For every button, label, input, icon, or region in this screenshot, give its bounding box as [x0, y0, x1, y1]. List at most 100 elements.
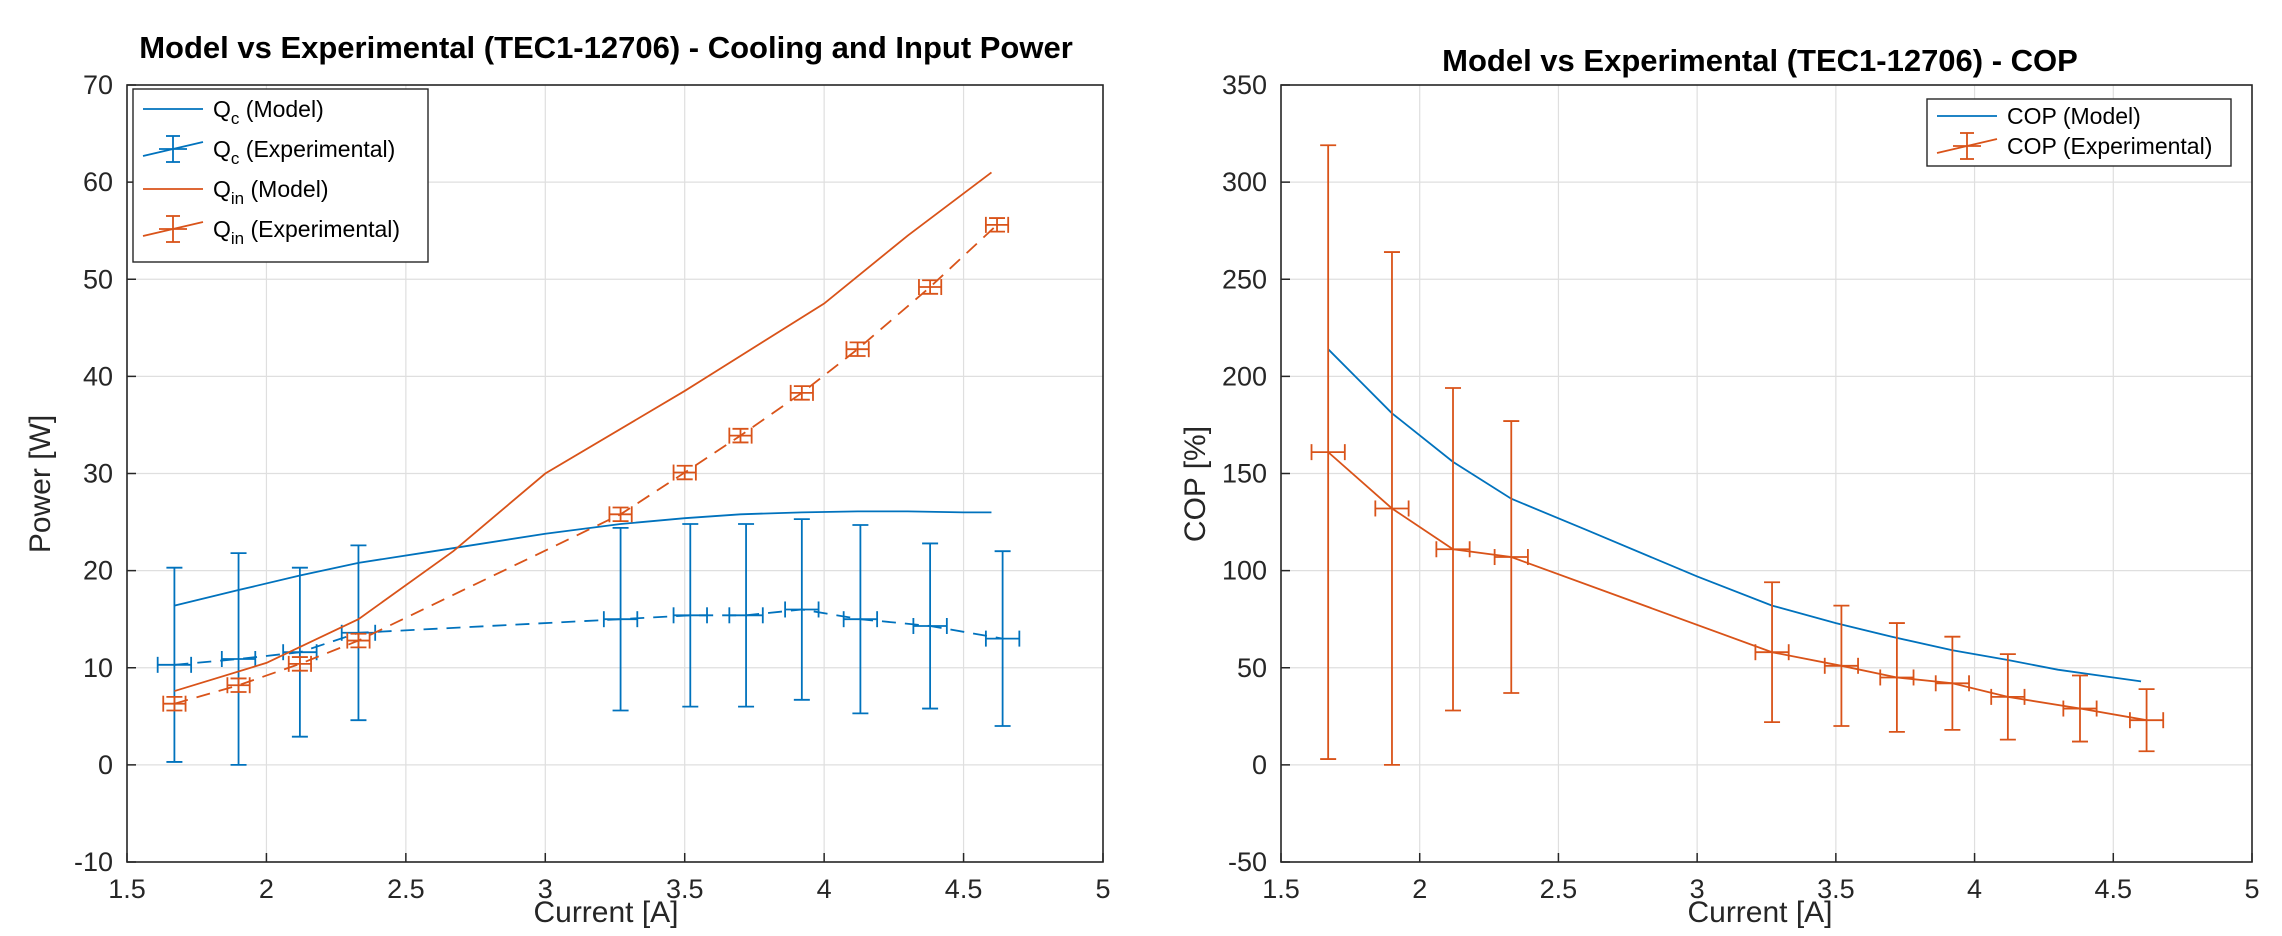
power-series-1-line [174, 608, 1003, 666]
legend-entry-suffix: (Experimental) [244, 216, 400, 242]
power-series-3-errorbar [918, 279, 943, 296]
power-legend-box [132, 88, 429, 263]
power-series-2-line [174, 171, 992, 692]
legend-entry-name: Q [213, 136, 231, 162]
power-xtick-label: 3 [538, 874, 553, 904]
power-xtick-label: 4 [817, 874, 832, 904]
cop-chart-ylabel: COP [%] [1179, 426, 1212, 542]
power-legend-entry: Qc (Model) [213, 96, 324, 128]
legend-entry-suffix: (Model) [2056, 103, 2140, 129]
power-chart-title: Model vs Experimental (TEC1-12706) - Coo… [139, 30, 1073, 65]
legend-entry-subscript: in [231, 229, 244, 248]
power-series-3-errorbar [226, 677, 251, 694]
cop-xtick-label: 3.5 [1817, 874, 1855, 904]
legend-entry-name: COP [2007, 103, 2057, 129]
power-series-3-errorbar [346, 632, 371, 649]
power-series-3-errorbar [728, 427, 753, 444]
power-chart-ylabel: Power [W] [24, 415, 57, 553]
power-series-1-errorbar [220, 552, 257, 766]
power-xtick-label: 2 [259, 874, 274, 904]
power-series-1-errorbar [156, 566, 193, 763]
cop-ytick-label: 250 [1222, 264, 1267, 294]
legend-entry-name: COP [2007, 133, 2057, 159]
cop-chart-xlabel: Current [A] [1687, 896, 1832, 929]
cop-ytick-label: 50 [1237, 653, 1267, 683]
cop-series-1-errorbar [1823, 604, 1859, 727]
power-series-3-errorbar [984, 216, 1010, 233]
power-series-3-errorbar [608, 506, 633, 523]
cop-series-1-errorbar [1435, 387, 1471, 712]
cop-xtick-label: 4 [1967, 874, 1982, 904]
power-series-3-errorbar [672, 464, 697, 481]
cop-ytick-label: 200 [1222, 361, 1267, 391]
power-chart: Model vs Experimental (TEC1-12706) - Coo… [24, 30, 1111, 929]
power-ytick-label: 50 [83, 264, 113, 294]
cop-series-1-errorbar [1879, 622, 1915, 733]
power-xtick-label: 2.5 [387, 874, 425, 904]
cop-ytick-label: -50 [1228, 847, 1267, 877]
power-legend: Qc (Model)Qc (Experimental)Qin (Model)Qi… [132, 88, 429, 263]
legend-entry-subscript: in [231, 189, 244, 208]
cop-legend-box [1926, 98, 2232, 167]
cop-legend-entry: COP (Experimental) [2007, 133, 2212, 159]
power-series-3-errorbar [287, 655, 312, 672]
cop-ytick-label: 300 [1222, 167, 1267, 197]
cop-xtick-label: 1.5 [1262, 874, 1300, 904]
power-legend-entry: Qc (Experimental) [213, 136, 395, 168]
cop-series-1-errorbar [1990, 653, 2026, 741]
power-series-3-errorbar [162, 695, 187, 712]
cop-xtick-label: 2.5 [1540, 874, 1578, 904]
legend-entry-subscript: c [231, 109, 240, 128]
cop-legend: COP (Model) COP (Experimental) [1926, 98, 2232, 167]
cop-xtick-label: 4.5 [2095, 874, 2133, 904]
cop-ytick-label: 150 [1222, 459, 1267, 489]
power-series-3-line [174, 224, 998, 705]
cop-series-1-errorbar [2129, 688, 2165, 753]
power-xtick-label: 3.5 [666, 874, 704, 904]
cop-xtick-label: 5 [2244, 874, 2259, 904]
power-legend-entry: Qin (Model) [213, 176, 328, 208]
cop-series-1-line [1327, 451, 2147, 722]
power-series-1-errorbar [984, 550, 1021, 727]
legend-entry-suffix: (Model) [239, 96, 323, 122]
power-series-3-errorbar [845, 341, 870, 358]
power-series-1-errorbar [602, 526, 639, 712]
cop-series-1-errorbar [1754, 581, 1790, 724]
power-series-0-line [174, 510, 992, 607]
legend-entry-name: Q [213, 176, 231, 202]
cop-series-1-errorbar [1310, 144, 1346, 760]
cop-xtick-label: 2 [1412, 874, 1427, 904]
legend-entry-name: Q [213, 96, 231, 122]
cop-chart: Model vs Experimental (TEC1-12706) - COP… [1179, 43, 2260, 929]
power-legend-entry: Qin (Experimental) [213, 216, 400, 248]
power-ytick-label: -10 [74, 847, 113, 877]
cop-xtick-label: 3 [1690, 874, 1705, 904]
legend-entry-suffix: (Model) [244, 176, 328, 202]
cop-chart-title: Model vs Experimental (TEC1-12706) - COP [1442, 43, 2078, 78]
cop-series-1-errorbar [2062, 674, 2098, 743]
power-xtick-label: 1.5 [108, 874, 146, 904]
power-ytick-label: 60 [83, 167, 113, 197]
power-xtick-label: 4.5 [945, 874, 983, 904]
power-series-1-errorbar [672, 523, 708, 708]
cop-series-1-errorbar [1493, 420, 1529, 694]
cop-ytick-label: 0 [1252, 750, 1267, 780]
power-ytick-label: 10 [83, 653, 113, 683]
power-series-1-errorbar [842, 524, 879, 715]
power-ytick-label: 20 [83, 556, 113, 586]
cop-ytick-label: 100 [1222, 556, 1267, 586]
cop-legend-entry: COP (Model) [2007, 103, 2141, 129]
power-series-3-errorbar [789, 384, 814, 401]
legend-entry-name: Q [213, 216, 231, 242]
power-series-1-errorbar [784, 518, 820, 701]
power-chart-xlabel: Current [A] [533, 896, 678, 929]
cop-ytick-label: 350 [1222, 70, 1267, 100]
cop-series-0-line [1327, 348, 2142, 683]
power-ytick-label: 30 [83, 459, 113, 489]
power-series-1-errorbar [912, 542, 948, 710]
power-ytick-label: 70 [83, 70, 113, 100]
power-ytick-label: 0 [98, 750, 113, 780]
legend-entry-subscript: c [231, 149, 240, 168]
power-xtick-label: 5 [1095, 874, 1110, 904]
